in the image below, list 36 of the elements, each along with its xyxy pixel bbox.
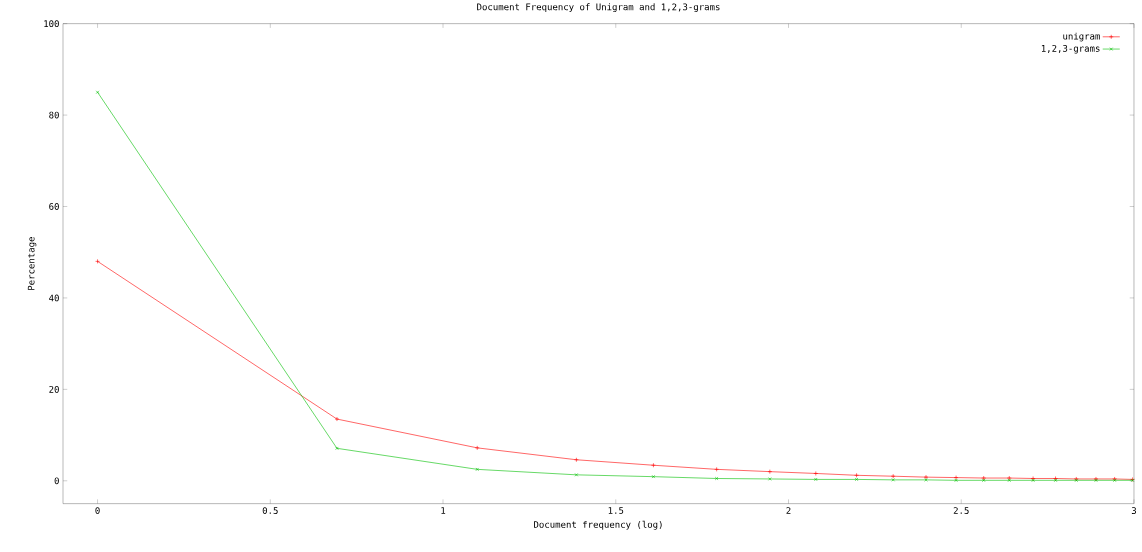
point <box>813 471 819 476</box>
point <box>891 478 895 482</box>
point <box>714 467 719 472</box>
x-tick-label: 0 <box>95 507 100 515</box>
x-tick-label: 2.5 <box>953 507 969 515</box>
x-tick-label: 0.5 <box>262 507 278 515</box>
point <box>651 463 656 468</box>
y-tick-label: 20 <box>49 386 59 393</box>
legend-label: unigram <box>1063 32 1100 42</box>
point <box>475 467 479 472</box>
y-tick-label: 80 <box>49 111 59 119</box>
x-tick-label: 1 <box>441 507 446 514</box>
x-tick-label: 3 <box>1131 507 1137 515</box>
chart-title: Document Frequency of Unigram and 1,2,3-grams <box>477 3 720 13</box>
point <box>474 445 480 451</box>
point <box>768 477 772 481</box>
y-tick-label: 40 <box>49 294 59 302</box>
x-tick-label: 1.5 <box>608 507 624 515</box>
y-axis-title: Percentage <box>27 237 37 291</box>
point <box>890 474 896 479</box>
y-tick-label: 60 <box>49 203 59 211</box>
point <box>651 475 656 479</box>
point <box>335 446 339 451</box>
point <box>714 476 719 481</box>
y-tick-label: 0 <box>54 477 59 485</box>
x-tick-label: 2 <box>786 507 791 515</box>
point <box>814 477 818 482</box>
point <box>767 469 773 475</box>
y-tick-label: 100 <box>44 20 59 28</box>
point <box>574 473 579 477</box>
point <box>334 416 340 422</box>
point <box>574 457 579 463</box>
x-axis-title: Document frequency (log) <box>534 521 662 530</box>
point <box>854 473 859 478</box>
legend-label: 1,2,3-grams <box>1041 45 1100 54</box>
point <box>854 477 859 482</box>
